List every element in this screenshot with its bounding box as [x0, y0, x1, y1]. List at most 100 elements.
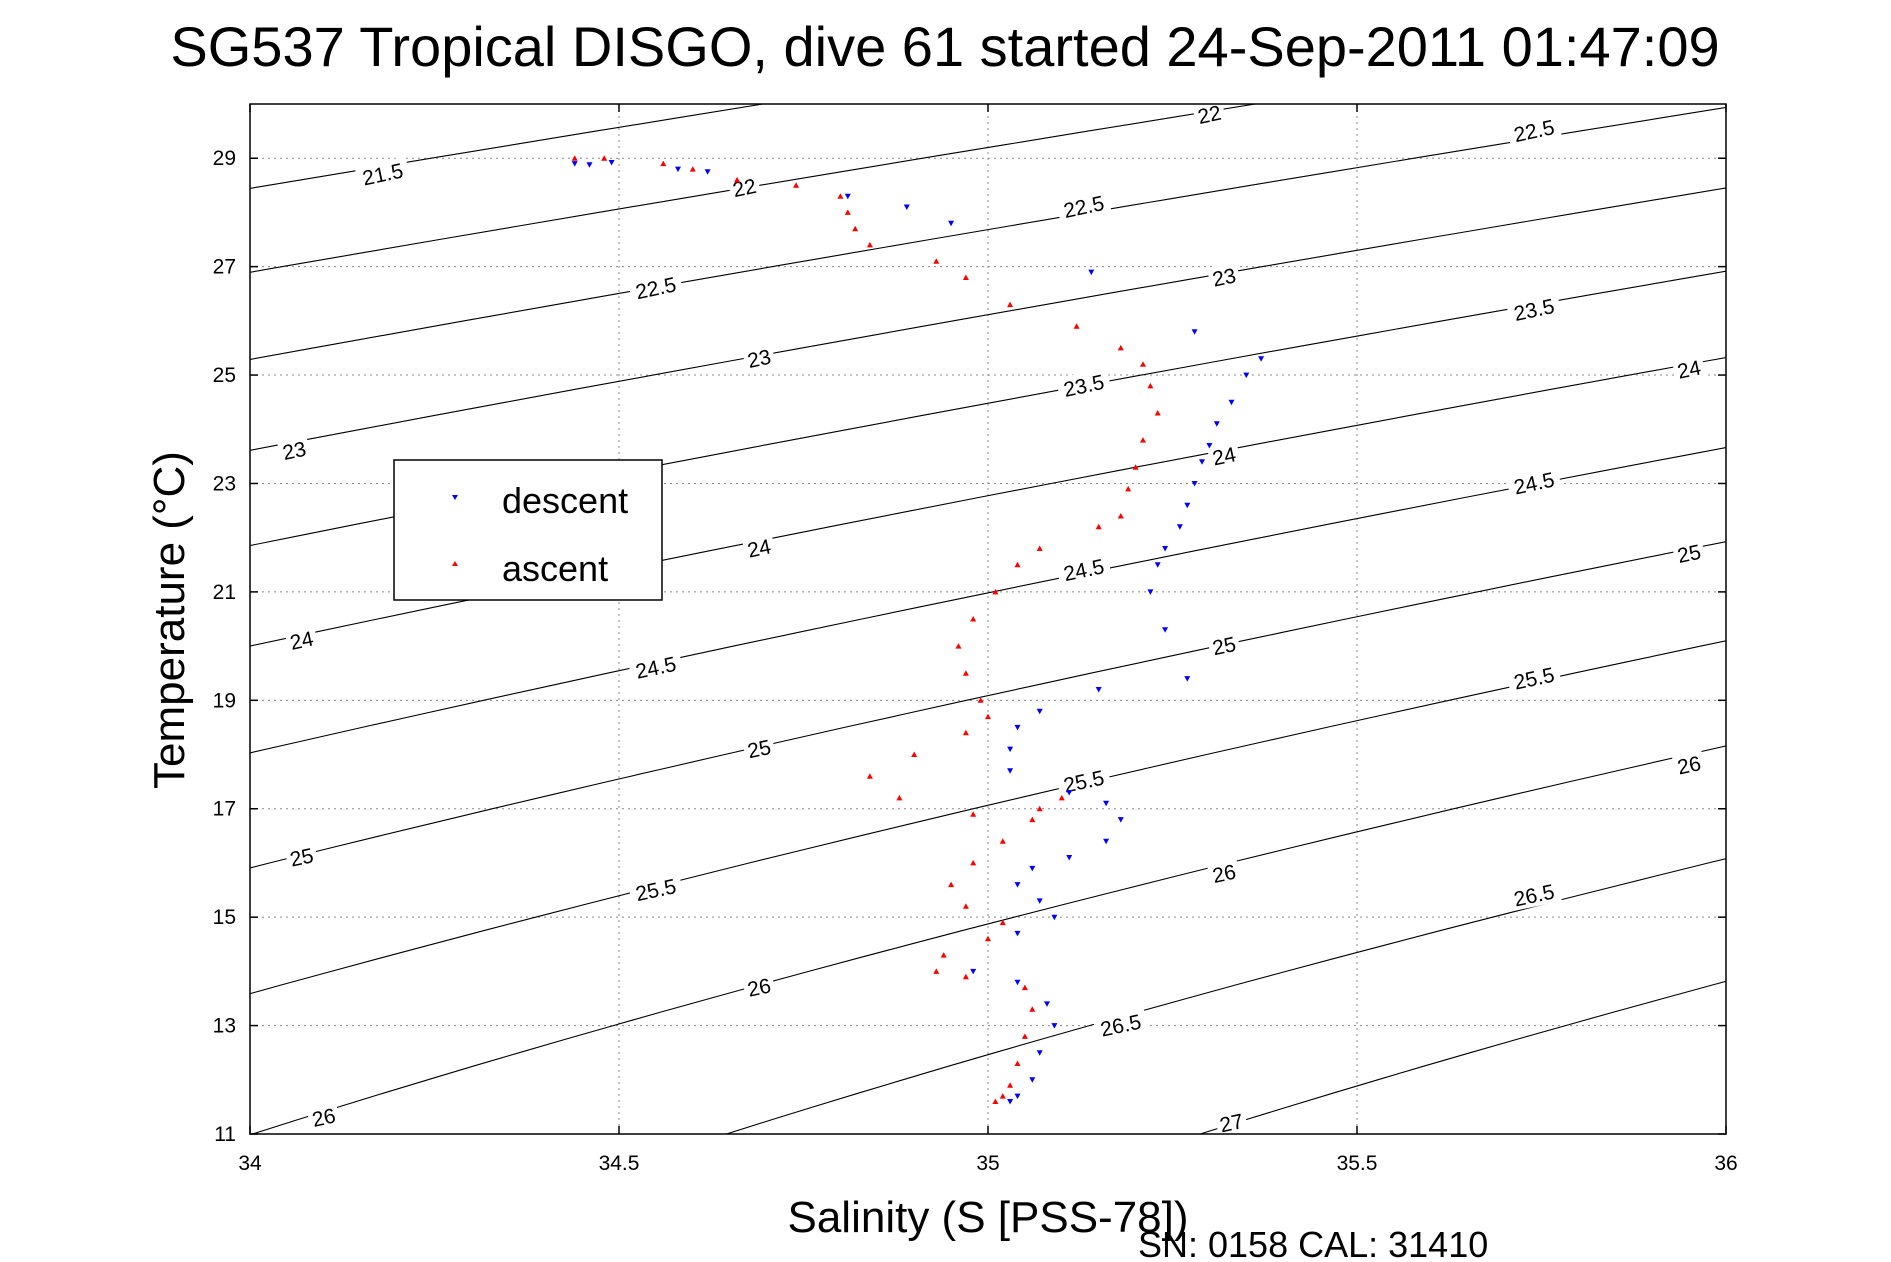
y-axis-label: Temperature (°C) [145, 451, 194, 789]
descent-point [1014, 882, 1021, 888]
ascent-point [734, 176, 741, 183]
contour-label-text: 25 [1210, 633, 1238, 660]
descent-point [1014, 979, 1021, 986]
contour-label: 25 [741, 733, 777, 763]
descent-point [608, 160, 615, 166]
contour-label: 22.5 [627, 270, 684, 305]
descent-point [1014, 930, 1021, 937]
contour-label: 22.5 [1055, 188, 1112, 224]
contour-label-text: 25 [745, 736, 773, 763]
contour-label: 25 [1671, 538, 1707, 568]
y-tick-label: 21 [213, 581, 236, 604]
descent-point [970, 968, 977, 975]
contour-label: 23 [276, 435, 312, 465]
density-contour-labels: 21.5 222222.522.522.523232323.523.5242424… [276, 98, 1707, 1137]
ascent-point [896, 794, 903, 801]
descent-point [1147, 589, 1154, 595]
contour-label: 24 [741, 532, 777, 563]
contour-label-background [1055, 188, 1112, 224]
ascent-point [1058, 794, 1065, 801]
ascent-point [601, 155, 608, 161]
contour-label-background [1671, 538, 1707, 568]
contour-label-background [1505, 112, 1562, 148]
descent-point [1007, 1099, 1014, 1105]
ascent-point [970, 616, 977, 622]
ascent-point [962, 903, 969, 909]
ascent-point [1021, 1033, 1028, 1039]
x-tick-label: 34.5 [599, 1152, 640, 1175]
ascent-point [1117, 344, 1124, 351]
descent-point [571, 161, 578, 167]
contour-label-background [741, 532, 777, 563]
ascent-point [985, 713, 991, 720]
contour-label-text: 25 [288, 844, 316, 871]
contour-label-text: 24 [745, 535, 773, 562]
contour-label: 24 [1671, 353, 1707, 384]
contour-label-background [306, 1101, 341, 1132]
ascent-point [689, 166, 696, 172]
descent-point [1243, 372, 1250, 379]
contour-label: 24 [284, 624, 319, 655]
ascent-point [852, 225, 859, 232]
contour-label-background [1505, 465, 1562, 500]
contour-label-text: 26 [310, 1105, 338, 1132]
descent-point [1036, 898, 1043, 904]
contour-label: 27 [1214, 1107, 1249, 1137]
contour-label: 26 [306, 1101, 341, 1132]
contour-label: 24.5 [1505, 465, 1562, 500]
legend-ascent-marker [452, 561, 458, 566]
y-tick-label: 27 [213, 256, 236, 279]
descent-point [1191, 329, 1198, 335]
contour-label-background [1092, 1007, 1149, 1042]
contour-label-background [354, 156, 411, 191]
ascent-point [970, 859, 977, 866]
contour-label: 24 [1206, 440, 1242, 471]
descent-point [1213, 421, 1220, 427]
contour-label: 25 [284, 841, 319, 872]
y-tick-label: 25 [213, 364, 236, 387]
ascent-point [962, 670, 969, 676]
x-tick-label: 34 [238, 1152, 262, 1175]
serial-calibration-footer: SN: 0158 CAL: 31410 [1138, 1224, 1488, 1262]
ascent-point [1140, 361, 1146, 367]
descent-point [1066, 855, 1073, 861]
descent-point [1007, 746, 1014, 753]
chart-title: SG537 Tropical DISGO, dive 61 started 24… [170, 15, 1719, 78]
ascent-point [948, 881, 955, 888]
contour-label-background [1505, 291, 1562, 327]
contour-label-background [1505, 877, 1562, 912]
descent-point [1154, 562, 1161, 568]
descent-point [1051, 1023, 1058, 1029]
ascent-point [911, 751, 918, 757]
contour-label-background [741, 342, 777, 373]
isopycnal-line [724, 858, 1726, 1134]
contour-label-background [741, 971, 777, 1002]
descent-point [1162, 546, 1169, 552]
x-axis-label: Salinity (S [PSS-78]) [787, 1193, 1188, 1242]
contour-label-background [284, 624, 319, 655]
ascent-point [660, 160, 667, 167]
descent-point [1095, 687, 1102, 693]
legend-descent-marker [452, 495, 458, 500]
ascent-point [955, 643, 962, 649]
ascent-point [1036, 805, 1043, 812]
ascent-point [793, 182, 800, 188]
descent-point [1191, 481, 1198, 487]
ascent-point [1147, 382, 1154, 389]
y-tick-label: 13 [213, 1015, 236, 1038]
x-tick-label: 35.5 [1337, 1152, 1378, 1175]
ascent-point [1140, 437, 1146, 443]
contour-label: 25.5 [627, 871, 684, 907]
contour-label-background [741, 733, 777, 763]
descent-point [1066, 790, 1073, 796]
ascent-point [977, 697, 984, 703]
ascent-point [985, 935, 991, 942]
contour-label-text: 24 [1210, 443, 1238, 470]
descent-point [1014, 724, 1021, 731]
